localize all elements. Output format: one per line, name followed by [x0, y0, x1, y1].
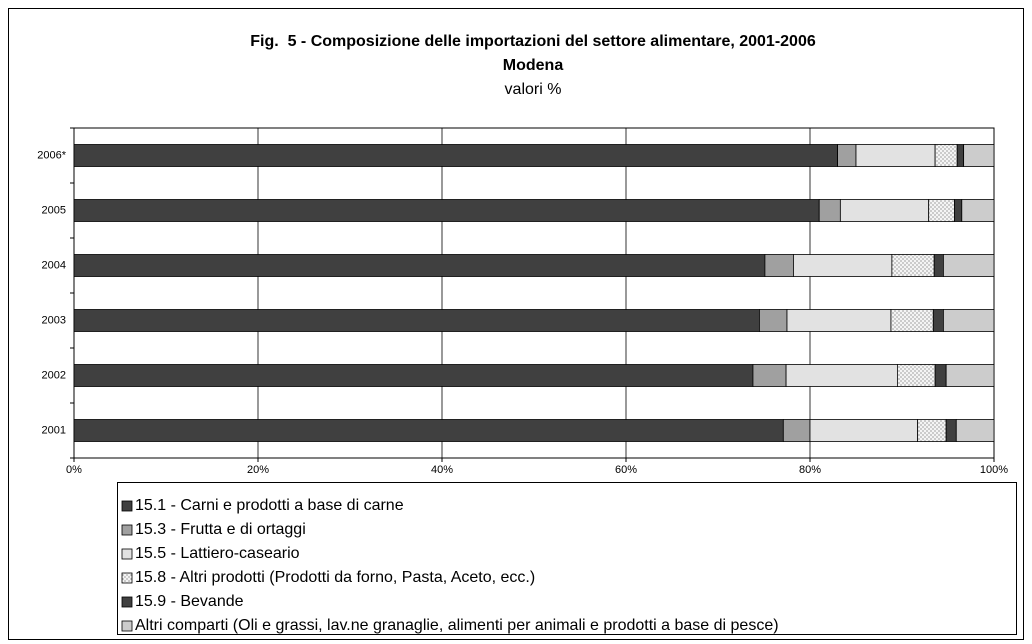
legend-label: 15.5 - Lattiero-caseario [135, 545, 300, 562]
x-tick-label: 40% [431, 464, 453, 476]
y-tick-label: 2001 [42, 424, 66, 436]
legend-label: 15.8 - Altri prodotti (Prodotti da forno… [135, 569, 535, 586]
legend-swatch [121, 572, 133, 584]
legend-swatch [121, 620, 133, 632]
y-tick-label: 2006* [37, 149, 66, 161]
bar-segment [963, 144, 995, 167]
y-tick-label: 2003 [42, 314, 66, 326]
y-tick-label: 2002 [42, 369, 66, 381]
bar-segment [934, 144, 958, 167]
bar-segment [73, 309, 760, 332]
legend-swatch [121, 548, 133, 560]
bar-segment [73, 419, 784, 442]
bar-segment [764, 254, 794, 277]
y-tick-label: 2004 [42, 259, 66, 271]
bar-segment [934, 364, 947, 387]
bar-segment [954, 199, 963, 222]
bar-segment [73, 254, 766, 277]
bar-segment [956, 144, 965, 167]
bar-segment [759, 309, 788, 332]
chart-title: Fig. 5 - Composizione delle importazioni… [250, 33, 816, 50]
bar-segment [945, 419, 957, 442]
plot-area [73, 127, 995, 459]
legend-label: 15.9 - Bevande [135, 593, 244, 610]
legend [117, 482, 1017, 635]
x-tick-label: 60% [615, 464, 637, 476]
legend-swatch [121, 500, 133, 512]
x-tick-label: 0% [66, 464, 82, 476]
chart-subtitle: Modena [503, 57, 564, 74]
bar-segment [932, 309, 944, 332]
y-tick-label: 2005 [42, 204, 66, 216]
bar-segment [782, 419, 811, 442]
bar-segment [73, 199, 820, 222]
legend-swatch [121, 524, 133, 536]
bar-segment [793, 254, 893, 277]
bar-segment [891, 254, 935, 277]
legend-label: 15.3 - Frutta e di ortaggi [135, 521, 306, 538]
legend-label: 15.1 - Carni e prodotti a base di carne [135, 497, 404, 514]
bar-segment [933, 254, 944, 277]
legend-swatch [121, 596, 133, 608]
bar-segment [818, 199, 841, 222]
x-tick-label: 20% [247, 464, 269, 476]
bar-segment [917, 419, 947, 442]
bar-segment [752, 364, 787, 387]
bar-segment [73, 364, 754, 387]
bar-segment [837, 144, 857, 167]
bar-segment [839, 199, 930, 222]
bar-segment [897, 364, 936, 387]
x-tick-label: 100% [980, 464, 1008, 476]
bar-segment [943, 309, 995, 332]
x-tick-label: 80% [799, 464, 821, 476]
bar-segment [73, 144, 838, 167]
bar-segment [955, 419, 995, 442]
legend-label: Altri comparti (Oli e grassi, lav.ne gra… [135, 617, 779, 634]
bar-segment [785, 364, 898, 387]
bar-segment [890, 309, 934, 332]
bar-segment [928, 199, 955, 222]
bar-segment [945, 364, 995, 387]
bar-segment [855, 144, 936, 167]
bar-segment [961, 199, 995, 222]
chart-note: valori % [505, 81, 562, 98]
bar-segment [809, 419, 919, 442]
bar-segment [943, 254, 995, 277]
bar-segment [786, 309, 892, 332]
